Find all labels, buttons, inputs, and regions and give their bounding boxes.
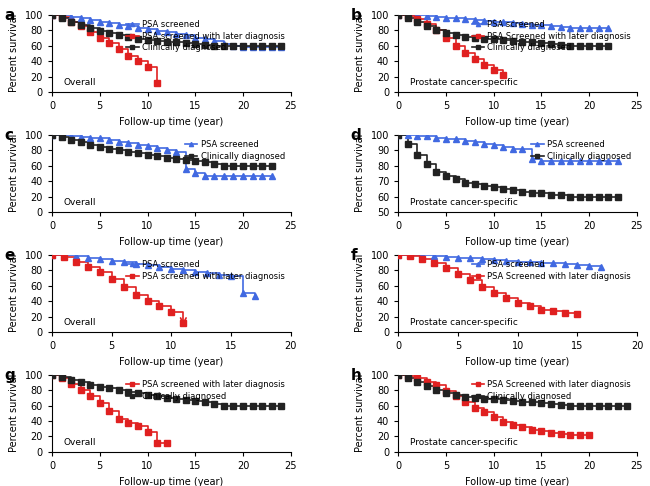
Text: e: e bbox=[5, 248, 14, 263]
Legend: PSA screened, Clinically diagnosed: PSA screened, Clinically diagnosed bbox=[529, 139, 633, 163]
Legend: PSA Screened with later diagnosis, Clinically diagnosed: PSA Screened with later diagnosis, Clini… bbox=[470, 379, 633, 402]
X-axis label: Follow-up time (year): Follow-up time (year) bbox=[119, 117, 224, 126]
X-axis label: Follow-up time (year): Follow-up time (year) bbox=[465, 237, 570, 246]
Text: d: d bbox=[350, 128, 361, 143]
X-axis label: Follow-up time (year): Follow-up time (year) bbox=[465, 357, 570, 366]
Y-axis label: Percent survival: Percent survival bbox=[9, 254, 19, 332]
Text: b: b bbox=[350, 8, 361, 23]
Legend: PSA screened, PSA Screened with later diagnosis: PSA screened, PSA Screened with later di… bbox=[470, 259, 633, 282]
Text: Prostate cancer-specific: Prostate cancer-specific bbox=[410, 438, 518, 447]
Text: Prostate cancer-specific: Prostate cancer-specific bbox=[410, 78, 518, 87]
Legend: PSA screened, Clinically diagnosed: PSA screened, Clinically diagnosed bbox=[183, 139, 287, 163]
Legend: PSA screened with later diagnosis, Clinically diagnosed: PSA screened with later diagnosis, Clini… bbox=[125, 379, 287, 402]
X-axis label: Follow-up time (year): Follow-up time (year) bbox=[119, 237, 224, 246]
Y-axis label: Percent survival: Percent survival bbox=[9, 14, 19, 92]
Y-axis label: Percent survival: Percent survival bbox=[9, 134, 19, 212]
Y-axis label: Percent survival: Percent survival bbox=[356, 134, 365, 212]
Text: g: g bbox=[5, 368, 15, 383]
X-axis label: Follow-up time (year): Follow-up time (year) bbox=[119, 357, 224, 366]
Legend: PSA screened, PSA screened with later diagnosis, Clinically diagnosed: PSA screened, PSA screened with later di… bbox=[125, 19, 287, 54]
Text: f: f bbox=[350, 248, 357, 263]
Legend: PSA screened, PSA screened with later diagnosis: PSA screened, PSA screened with later di… bbox=[125, 259, 287, 282]
Text: Overall: Overall bbox=[64, 198, 96, 208]
X-axis label: Follow-up time (year): Follow-up time (year) bbox=[465, 477, 570, 486]
Text: Overall: Overall bbox=[64, 318, 96, 328]
Y-axis label: Percent survival: Percent survival bbox=[356, 254, 365, 332]
Text: c: c bbox=[5, 128, 13, 143]
X-axis label: Follow-up time (year): Follow-up time (year) bbox=[119, 477, 224, 486]
Y-axis label: Percent survival: Percent survival bbox=[356, 14, 365, 92]
Text: h: h bbox=[350, 368, 361, 383]
Text: Prostate cancer-specific: Prostate cancer-specific bbox=[410, 318, 518, 328]
Text: Overall: Overall bbox=[64, 438, 96, 447]
Y-axis label: Percent survival: Percent survival bbox=[9, 374, 19, 452]
Text: Overall: Overall bbox=[64, 78, 96, 87]
X-axis label: Follow-up time (year): Follow-up time (year) bbox=[465, 117, 570, 126]
Y-axis label: Percent survival: Percent survival bbox=[356, 374, 365, 452]
Text: Prostate cancer-specific: Prostate cancer-specific bbox=[410, 198, 518, 208]
Legend: PSA screened, PSA Screened with later diagnosis, Clinically diagnosed: PSA screened, PSA Screened with later di… bbox=[470, 19, 633, 54]
Text: a: a bbox=[5, 8, 14, 23]
